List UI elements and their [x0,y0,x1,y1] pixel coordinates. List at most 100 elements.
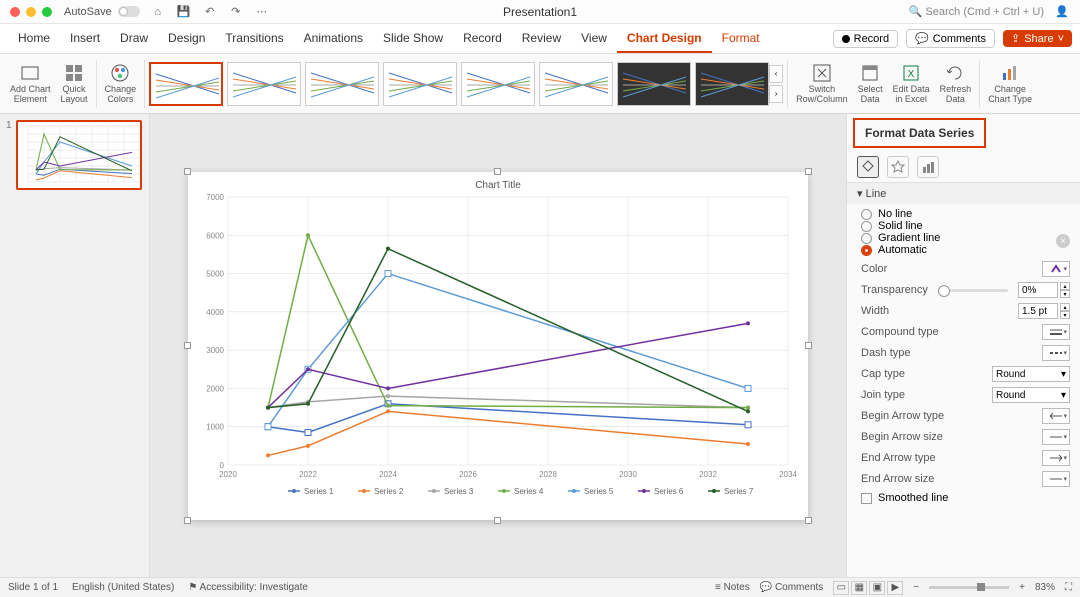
search-box[interactable]: 🔍 Search (Cmd + Ctrl + U) [909,5,1044,18]
slide: Chart Title 0100020003000400050006000700… [188,172,808,520]
tab-home[interactable]: Home [8,25,60,53]
edit-data-excel-button[interactable]: XEdit Data in Excel [889,63,934,105]
minimize-window[interactable] [26,7,36,17]
autosave-label: AutoSave [64,6,112,18]
select-data-button[interactable]: Select Data [854,63,887,105]
line-section-header[interactable]: ▾ Line [847,183,1080,204]
zoom-out[interactable]: − [913,582,919,593]
tab-format[interactable]: Format [712,25,770,53]
autosave-toggle[interactable]: AutoSave [64,6,140,18]
zoom-in[interactable]: + [1019,582,1025,593]
transparency-value[interactable]: 0% [1018,282,1058,298]
ribbon-tabs: HomeInsertDrawDesignTransitionsAnimation… [0,24,1080,54]
switch-row-column-button[interactable]: Switch Row/Column [792,63,852,105]
begin-arrow-size-label: Begin Arrow size [861,431,943,443]
window-controls [10,7,52,17]
sorter-view-icon[interactable]: ▦ [851,581,867,595]
add-chart-element-button[interactable]: Add Chart Element [6,63,55,105]
redo-icon[interactable]: ↷ [228,4,244,20]
begin-arrow-type-picker[interactable] [1042,408,1070,424]
line-option-automatic[interactable]: Automatic [861,244,1070,256]
tab-chart-design[interactable]: Chart Design [617,25,712,53]
document-title: Presentation1 [503,5,577,19]
transparency-label: Transparency [861,284,928,296]
zoom-slider[interactable] [929,586,1009,589]
width-up[interactable]: ▴ [1060,303,1070,311]
smoothed-line-checkbox[interactable]: Smoothed line [861,492,1070,504]
series-options-tab-icon[interactable] [917,156,939,178]
format-panel-title: Format Data Series [853,118,986,148]
reading-view-icon[interactable]: ▣ [869,581,885,595]
change-colors-button[interactable]: Change Colors [101,63,141,105]
begin-arrow-size-picker[interactable] [1042,429,1070,445]
cap-type-dropdown[interactable]: Round▾ [992,366,1070,382]
ribbon-body: Add Chart Element Quick Layout Change Co… [0,54,1080,114]
chart-style-5[interactable] [461,62,535,106]
fill-line-tab-icon[interactable] [857,156,879,178]
close-panel-icon[interactable]: × [1056,234,1070,248]
chart-style-6[interactable] [539,62,613,106]
chart-style-gallery [149,62,769,106]
user-icon[interactable]: 👤 [1054,4,1070,20]
dash-type-picker[interactable] [1042,345,1070,361]
slideshow-view-icon[interactable]: ▶ [887,581,903,595]
width-down[interactable]: ▾ [1060,311,1070,319]
tab-review[interactable]: Review [512,25,571,53]
compound-type-picker[interactable] [1042,324,1070,340]
transparency-slider[interactable] [938,289,1008,292]
fit-to-window-icon[interactable]: ⛶ [1065,582,1072,593]
compound-label: Compound type [861,326,939,338]
transparency-down[interactable]: ▾ [1060,290,1070,298]
end-arrow-type-picker[interactable] [1042,450,1070,466]
chart-style-4[interactable] [383,62,457,106]
line-option-gradient-line[interactable]: Gradient line [861,232,1070,244]
tab-slide-show[interactable]: Slide Show [373,25,453,53]
tab-view[interactable]: View [571,25,617,53]
tab-design[interactable]: Design [158,25,215,53]
close-window[interactable] [10,7,20,17]
home-icon[interactable]: ⌂ [150,4,166,20]
effects-tab-icon[interactable] [887,156,909,178]
gallery-prev[interactable]: ‹ [769,65,783,83]
maximize-window[interactable] [42,7,52,17]
selection-handles[interactable] [188,172,808,520]
tab-insert[interactable]: Insert [60,25,110,53]
chart-style-8[interactable] [695,62,769,106]
share-button[interactable]: ⇪ Share ˅ [1003,30,1072,47]
tab-draw[interactable]: Draw [110,25,158,53]
chart-style-3[interactable] [305,62,379,106]
slide-number: 1 [6,120,12,190]
chart-style-2[interactable] [227,62,301,106]
chart-style-7[interactable] [617,62,691,106]
accessibility-status[interactable]: ⚑ Accessibility: Investigate [188,582,308,593]
end-arrow-size-picker[interactable] [1042,471,1070,487]
comments-button[interactable]: 💬 Comments [906,29,995,48]
width-value[interactable]: 1.5 pt [1018,303,1058,319]
chart-style-1[interactable] [149,62,223,106]
save-icon[interactable]: 💾 [176,4,192,20]
change-chart-type-button[interactable]: Change Chart Type [984,63,1036,105]
width-label: Width [861,305,889,317]
language-status[interactable]: English (United States) [72,582,174,593]
normal-view-icon[interactable]: ▭ [833,581,849,595]
comments-status-button[interactable]: 💬 Comments [760,582,824,593]
zoom-level[interactable]: 83% [1035,582,1055,593]
record-button[interactable]: Record [833,30,898,48]
slide-canvas[interactable]: Chart Title 0100020003000400050006000700… [150,114,846,577]
join-type-dropdown[interactable]: Round▾ [992,387,1070,403]
transparency-up[interactable]: ▴ [1060,282,1070,290]
tab-transitions[interactable]: Transitions [215,25,293,53]
tab-animations[interactable]: Animations [294,25,373,53]
quick-layout-button[interactable]: Quick Layout [57,63,92,105]
gallery-next[interactable]: › [769,85,783,103]
notes-button[interactable]: ≡ Notes [715,582,750,593]
line-option-no-line[interactable]: No line [861,208,1070,220]
slide-counter[interactable]: Slide 1 of 1 [8,582,58,593]
tab-record[interactable]: Record [453,25,512,53]
slide-thumbnail-1[interactable] [16,120,142,190]
line-option-solid-line[interactable]: Solid line [861,220,1070,232]
color-picker[interactable] [1042,261,1070,277]
refresh-data-button[interactable]: Refresh Data [936,63,976,105]
undo-icon[interactable]: ↶ [202,4,218,20]
more-icon[interactable]: ⋯ [254,4,270,20]
